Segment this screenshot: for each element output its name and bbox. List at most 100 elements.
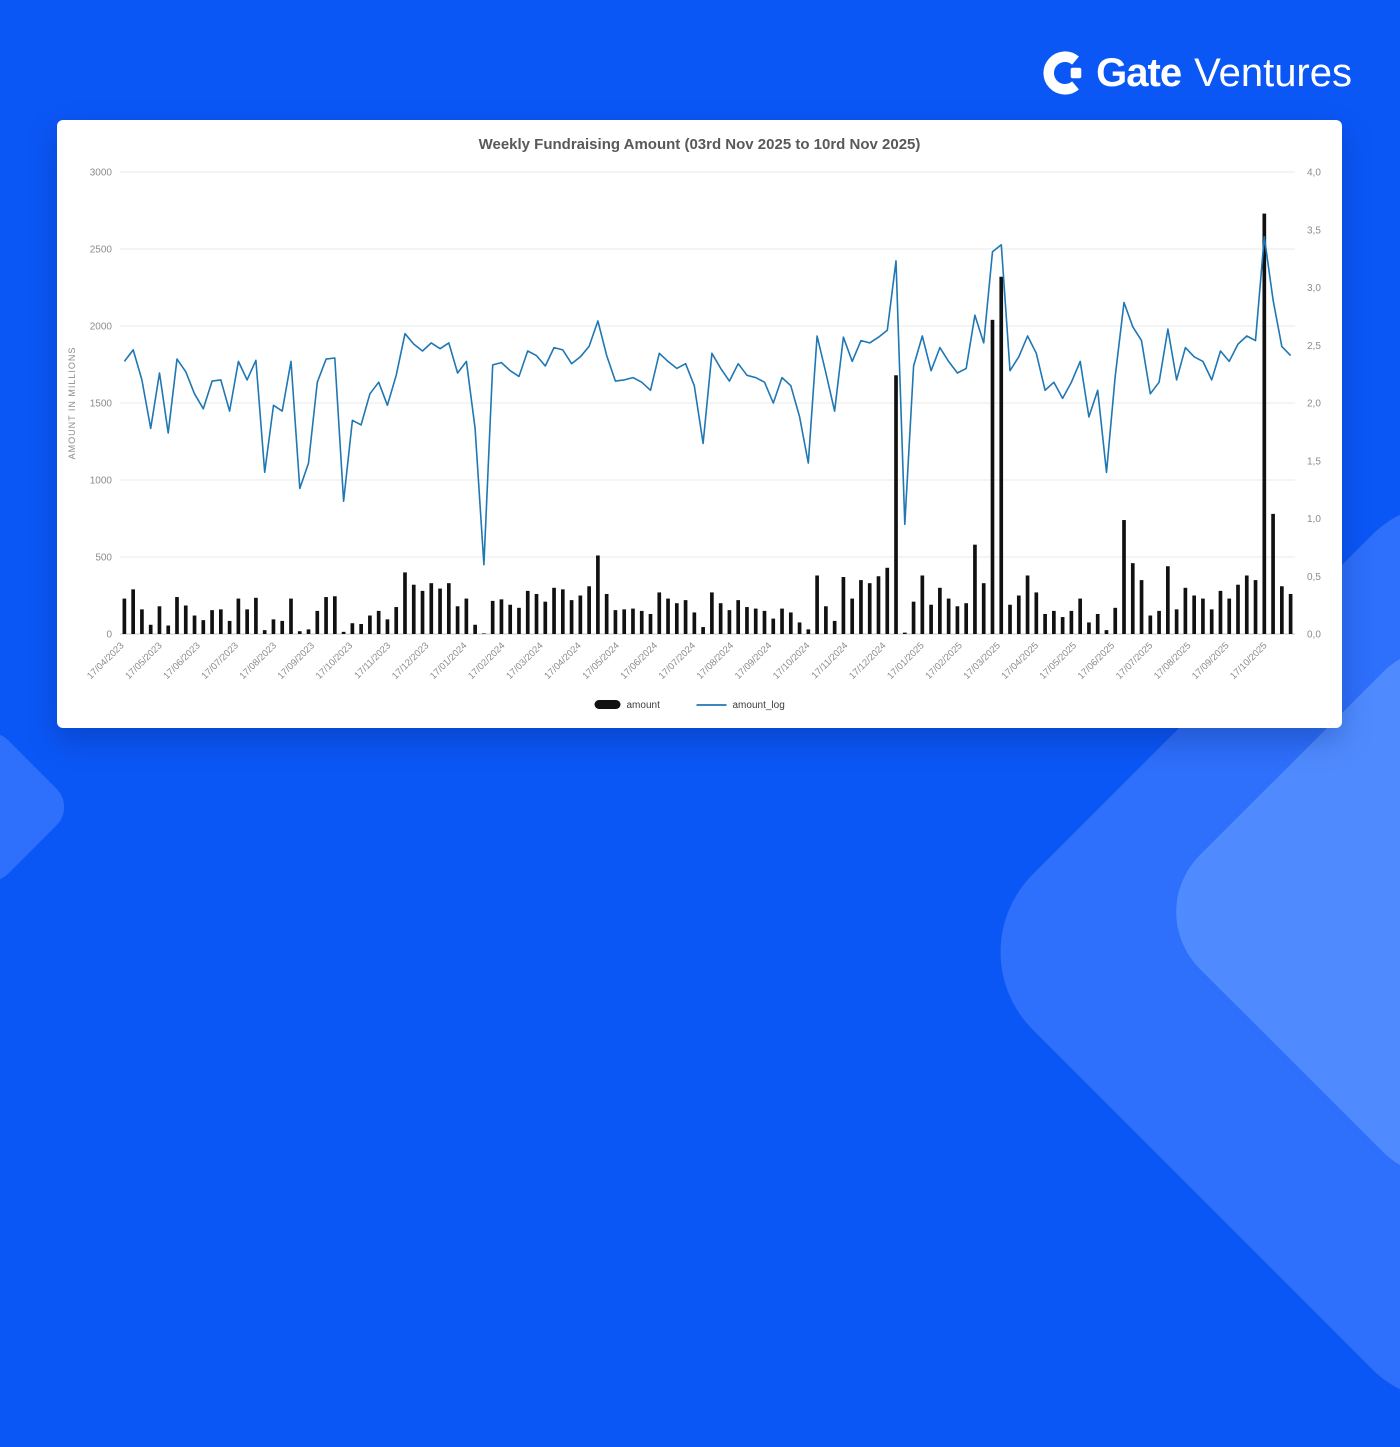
bar <box>1025 575 1030 634</box>
bar <box>236 598 241 634</box>
y-right-tick-label: 0,0 <box>1307 630 1321 641</box>
bar <box>990 319 995 634</box>
bar <box>824 606 828 634</box>
bar <box>841 577 846 634</box>
bar <box>999 276 1004 634</box>
bar <box>727 610 732 634</box>
y-left-tick-label: 3000 <box>90 168 113 179</box>
bar <box>394 607 399 634</box>
bar <box>157 606 162 634</box>
legend-amount-swatch <box>594 700 621 709</box>
bar <box>1174 609 1179 634</box>
bar <box>1008 604 1012 634</box>
bar <box>850 598 855 634</box>
bar <box>1104 630 1109 634</box>
bar <box>569 600 574 634</box>
y-left-tick-label: 1500 <box>90 399 113 410</box>
x-tick-label: 17/10/2023 <box>314 640 355 681</box>
x-tick-label: 17/09/2024 <box>733 640 774 681</box>
x-tick-label: 17/05/2023 <box>123 640 164 681</box>
bar <box>552 587 556 634</box>
bar <box>525 590 530 634</box>
x-tick-label: 17/04/2024 <box>542 640 583 681</box>
y-right-tick-label: 0,5 <box>1307 572 1321 583</box>
bar <box>359 623 363 634</box>
bar <box>332 596 337 634</box>
bar <box>639 610 644 634</box>
brand-logo: Gate Ventures <box>1041 50 1352 96</box>
y-left-tick-label: 2500 <box>90 245 113 256</box>
bar <box>508 604 513 634</box>
bar <box>490 600 495 634</box>
bar <box>604 593 609 634</box>
bar <box>622 609 627 634</box>
bar <box>140 609 144 634</box>
bar <box>455 606 460 634</box>
y-right-tick-label: 2,0 <box>1307 399 1321 410</box>
bar <box>613 610 618 634</box>
line-series-amount-log <box>123 235 1292 566</box>
bar <box>587 586 591 634</box>
bar <box>753 608 758 634</box>
x-tick-label: 17/03/2024 <box>504 640 545 681</box>
bar <box>762 610 767 634</box>
x-tick-label: 17/10/2024 <box>771 640 812 681</box>
bar <box>192 615 197 634</box>
bar <box>578 595 583 634</box>
bar <box>166 625 171 634</box>
bar <box>201 620 206 634</box>
x-tick-label: 17/05/2024 <box>580 640 621 681</box>
bar <box>543 601 548 634</box>
x-tick-label: 17/06/2025 <box>1076 640 1117 681</box>
bar <box>867 583 872 634</box>
bar <box>718 603 723 634</box>
y-right-tick-label: 1,5 <box>1307 456 1321 467</box>
brand-name-gate: Gate <box>1096 50 1182 95</box>
bar <box>1130 563 1135 634</box>
x-tick-label: 17/11/2024 <box>810 640 851 681</box>
bar <box>946 598 951 634</box>
bar <box>692 612 697 634</box>
bar <box>1227 598 1232 634</box>
y-left-tick-label: 0 <box>106 630 112 641</box>
x-tick-label: 17/08/2023 <box>238 640 279 681</box>
bar <box>1043 613 1047 634</box>
bar <box>1060 617 1065 634</box>
bar <box>482 633 486 634</box>
chart-canvas: 0 500 1000 1500 2000 2500 3000 0,0 0,5 1,0 1,5 2,0 2… <box>67 168 1321 712</box>
bar <box>815 575 819 634</box>
bar <box>534 593 539 634</box>
bar <box>411 584 416 634</box>
bar <box>876 576 881 634</box>
bar <box>1192 595 1196 634</box>
bar <box>596 555 600 634</box>
bar <box>1209 609 1214 634</box>
bar <box>315 610 320 634</box>
x-tick-label: 17/11/2023 <box>352 640 393 681</box>
bar <box>973 544 977 634</box>
bar <box>271 619 276 634</box>
x-tick-label: 17/09/2023 <box>276 640 317 681</box>
x-tick-label: 17/08/2025 <box>1152 640 1193 681</box>
bar <box>1148 615 1153 634</box>
bar <box>1201 598 1205 634</box>
x-tick-label: 17/04/2023 <box>85 640 126 681</box>
bar <box>920 575 925 634</box>
bar <box>227 620 232 634</box>
bar <box>1218 590 1223 634</box>
bar <box>210 610 214 634</box>
bar <box>350 623 355 634</box>
x-tick-label: 17/01/2025 <box>885 640 926 681</box>
bar <box>262 630 267 634</box>
bar <box>183 605 188 634</box>
x-tick-label: 17/05/2025 <box>1038 640 1079 681</box>
bar <box>648 613 653 634</box>
x-tick-label: 17/07/2023 <box>199 640 240 681</box>
bar <box>911 601 916 634</box>
x-tick-label: 17/12/2023 <box>390 640 431 681</box>
bar <box>1034 592 1039 634</box>
y-right-tick-label: 4,0 <box>1307 168 1321 179</box>
bar <box>1095 613 1100 634</box>
brand-name-ventures: Ventures <box>1194 50 1352 95</box>
y-axis-left-labels: 0 500 1000 1500 2000 2500 3000 <box>90 168 113 641</box>
